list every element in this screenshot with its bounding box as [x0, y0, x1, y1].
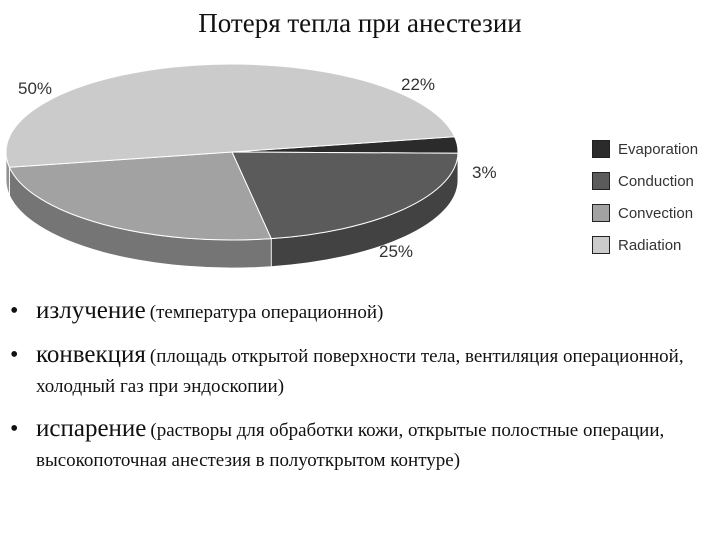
slide-title: Потеря тепла при анестезии — [198, 8, 522, 38]
pie-label-evaporation: 3% — [472, 163, 497, 182]
bullet-desc: (площадь открытой поверхности тела, вент… — [36, 346, 684, 397]
pie-tops — [5, 63, 459, 241]
pie-label-conduction: 22% — [401, 75, 435, 94]
pie-label-convection: 25% — [379, 242, 413, 261]
legend-label-evaporation: Evaporation — [618, 140, 699, 158]
pie-slice-convection — [8, 151, 272, 241]
bullet-dot-icon: • — [10, 298, 19, 324]
pie-slice-radiation — [5, 63, 456, 168]
legend-swatch-conduction — [592, 172, 610, 190]
pie-label-radiation: 50% — [18, 79, 52, 98]
bullet-list: • излучение (температура операционной) •… — [10, 296, 710, 488]
pie-labels: 3% 22% 25% 50% — [18, 75, 497, 261]
bullet-item-radiation: • излучение (температура операционной) — [10, 296, 710, 328]
bullet-desc: (растворы для обработки кожи, открытые п… — [36, 420, 665, 471]
bullet-dot-icon: • — [10, 416, 19, 442]
bullet-item-evaporation: • испарение (растворы для обработки кожи… — [10, 414, 710, 476]
legend-item-conduction: Conduction — [592, 165, 698, 197]
bullet-term: испарение — [36, 415, 147, 442]
legend-item-convection: Convection — [592, 197, 698, 229]
legend-item-evaporation: Evaporation — [592, 133, 698, 165]
legend-label-convection: Convection — [618, 204, 694, 222]
bullet-term: излучение — [36, 297, 146, 324]
legend-label-radiation: Radiation — [618, 236, 682, 254]
legend-label-conduction: Conduction — [618, 172, 694, 190]
legend-item-radiation: Radiation — [592, 229, 698, 261]
bullet-dot-icon: • — [10, 342, 19, 368]
legend-swatch-convection — [592, 204, 610, 222]
pie-chart: 3% 22% 25% 50% — [5, 63, 497, 269]
legend-swatch-radiation — [592, 236, 610, 254]
bullet-item-convection: • конвекция (площадь открытой поверхност… — [10, 340, 710, 402]
bullet-desc: (температура операционной) — [149, 302, 384, 323]
legend-swatch-evaporation — [592, 140, 610, 158]
bullet-term: конвекция — [36, 341, 146, 368]
chart-legend: Evaporation Conduction Convection Radiat… — [592, 133, 698, 261]
pie-slice-conduction — [231, 151, 459, 240]
